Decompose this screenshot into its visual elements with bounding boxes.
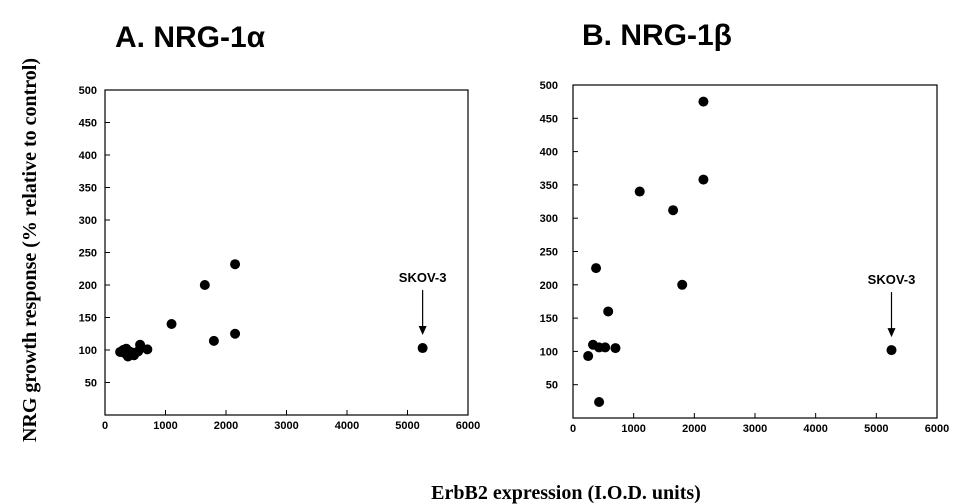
panel-a-data-point [166, 319, 177, 329]
panel-b-data-point [698, 174, 709, 185]
panel-b-x-tick-label: 4000 [803, 423, 827, 435]
panel-a-annotation-label: SKOV-3 [399, 270, 447, 285]
panel-b-data-point [610, 343, 621, 354]
panel-b-x-tick-label: 3000 [743, 423, 767, 435]
panel-a-x-tick-label: 4000 [335, 420, 359, 432]
panel-b-data-point [603, 306, 614, 317]
panel-b-data-point [677, 279, 688, 290]
panel-b-data-point [668, 205, 679, 216]
panel-a-data-point [208, 335, 219, 346]
panel-a-data-point [417, 343, 428, 354]
panel-a-data-point [230, 259, 241, 270]
panel-a-y-tick-label: 250 [79, 248, 97, 260]
panel-b-data-point [600, 342, 611, 353]
panel-a-x-tick-label: 5000 [395, 420, 419, 432]
panel-b-y-tick-label: 400 [540, 147, 558, 159]
panel-b-data-point [634, 186, 645, 197]
panel-b-x-tick-label: 2000 [682, 423, 706, 435]
panel-b-y-tick-label: 250 [540, 247, 558, 259]
panel-b-y-tick-label: 450 [540, 113, 558, 125]
panel-a-data-point [135, 339, 146, 350]
panel-b-annotation-arrowhead [887, 328, 896, 338]
panel-a-data-point [142, 344, 153, 355]
panel-b-title: B. NRG-1β [582, 19, 732, 52]
panel-b-x-tick-label: 1000 [621, 423, 645, 435]
panel-b-x-tick-label: 6000 [925, 423, 949, 435]
panel-b-data-point [698, 96, 709, 107]
panel-b-y-tick-label: 100 [540, 346, 558, 358]
panel-a-x-tick-label: 1000 [153, 420, 177, 432]
panel-b-data-point [583, 351, 594, 362]
panel-a-x-tick-label: 6000 [456, 420, 480, 432]
panel-b-y-tick-label: 150 [540, 313, 558, 325]
panel-a-y-tick-label: 450 [79, 118, 97, 130]
panel-a-y-tick-label: 300 [79, 215, 97, 227]
panel-a-x-tick-label: 0 [102, 420, 108, 432]
panel-a-y-tick-label: 350 [79, 183, 97, 195]
panel-a-y-tick-label: 500 [79, 85, 97, 97]
panel-a-annotation-arrowhead [418, 326, 427, 336]
panel-b-y-tick-label: 200 [540, 280, 558, 292]
panel-a-y-tick-label: 50 [85, 378, 97, 390]
y-axis-label: NRG growth response (% relative to contr… [19, 58, 41, 442]
panel-a-y-tick-label: 100 [79, 345, 97, 357]
x-axis-label: ErbB2 expression (I.O.D. units) [431, 482, 701, 504]
panel-b-y-tick-label: 300 [540, 213, 558, 225]
panel-b-data-point [886, 345, 897, 356]
panel-a-data-point [230, 328, 241, 339]
panel-b-y-tick-label: 500 [540, 80, 558, 92]
panel-a-y-tick-label: 200 [79, 280, 97, 292]
panel-b-annotation-label: SKOV-3 [868, 272, 916, 287]
panel-b-x-tick-label: 5000 [864, 423, 888, 435]
panel-b-data-point [591, 263, 602, 274]
panel-b-x-tick-label: 0 [570, 423, 576, 435]
panel-a-title: A. NRG-1α [115, 21, 266, 54]
panel-a-y-tick-label: 400 [79, 150, 97, 162]
panel-b-plot-area [572, 84, 938, 419]
panel-a-x-tick-label: 3000 [274, 420, 298, 432]
panel-a-plot-area [104, 89, 469, 416]
panel-b-y-tick-label: 350 [540, 180, 558, 192]
panel-b-data-point [594, 397, 605, 408]
panel-b-y-tick-label: 50 [546, 380, 558, 392]
panel-a-data-point [199, 280, 210, 290]
panel-a-x-tick-label: 2000 [214, 420, 238, 432]
panel-a-y-tick-label: 150 [79, 313, 97, 325]
